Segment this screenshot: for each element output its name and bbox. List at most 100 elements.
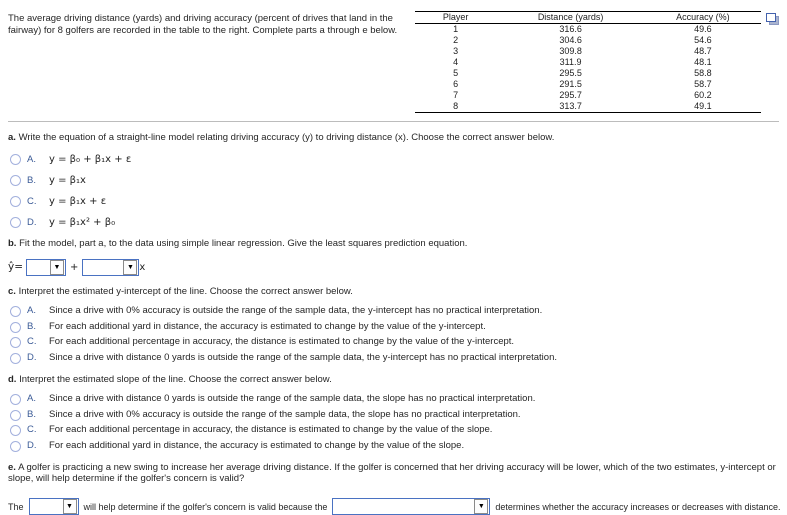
reason-choice-dropdown[interactable]: ▼: [332, 498, 490, 515]
radio-button[interactable]: [10, 425, 21, 436]
dropdown-arrow-icon[interactable]: ▼: [474, 499, 488, 514]
part-a-option-A[interactable]: A. y = β₀ + β₁x + ε: [10, 154, 779, 165]
part-label: a.: [8, 132, 16, 143]
divider: [8, 121, 779, 122]
option-letter: B.: [27, 409, 44, 420]
option-letter: A.: [27, 154, 44, 165]
col-header-player: Player: [415, 12, 496, 24]
dropdown-arrow-icon[interactable]: ▼: [63, 499, 77, 514]
prompt-text: Interpret the estimated y-intercept of t…: [19, 286, 353, 297]
copy-data-icon[interactable]: [766, 13, 779, 25]
cell-distance: 304.6: [496, 35, 644, 46]
cell-distance: 309.8: [496, 46, 644, 57]
cell-player: 8: [415, 101, 496, 113]
part-a-option-B[interactable]: B. y = β₁x: [10, 175, 779, 186]
part-c-option-D[interactable]: D. Since a drive with distance 0 yards i…: [10, 352, 779, 364]
cell-accuracy: 48.7: [645, 46, 761, 57]
option-text: y = β₁x: [49, 175, 86, 186]
cell-accuracy: 49.6: [645, 24, 761, 36]
part-a-option-C[interactable]: C. y = β₁x + ε: [10, 196, 779, 207]
radio-button[interactable]: [10, 441, 21, 452]
radio-button[interactable]: [10, 322, 21, 333]
cell-player: 4: [415, 57, 496, 68]
yhat-equals-label: ŷ=: [8, 261, 23, 273]
option-text: y = β₁x² + β₀: [49, 217, 115, 228]
part-c-prompt: c. Interpret the estimated y-intercept o…: [8, 286, 779, 298]
part-d-option-B[interactable]: B. Since a drive with 0% accuracy is out…: [10, 409, 779, 421]
part-d-option-D[interactable]: D. For each additional yard in distance,…: [10, 440, 779, 452]
option-letter: C.: [27, 424, 44, 435]
radio-button[interactable]: [10, 337, 21, 348]
radio-button[interactable]: [10, 196, 21, 207]
problem-header: The average driving distance (yards) and…: [8, 5, 779, 113]
option-letter: C.: [27, 196, 44, 207]
option-text: Since a drive with 0% accuracy is outsid…: [49, 305, 542, 316]
part-d-section: d. Interpret the estimated slope of the …: [8, 374, 779, 452]
part-e-section: e. A golfer is practicing a new swing to…: [8, 462, 779, 515]
radio-button[interactable]: [10, 306, 21, 317]
cell-accuracy: 49.1: [645, 101, 761, 113]
cell-player: 5: [415, 68, 496, 79]
part-c-option-B[interactable]: B. For each additional yard in distance,…: [10, 321, 779, 333]
part-label: e.: [8, 462, 16, 473]
dropdown-arrow-icon[interactable]: ▼: [123, 260, 137, 275]
part-d-option-A[interactable]: A. Since a drive with distance 0 yards i…: [10, 393, 779, 405]
option-letter: D.: [27, 217, 44, 228]
part-c-section: c. Interpret the estimated y-intercept o…: [8, 286, 779, 364]
col-header-accuracy: Accuracy (%): [645, 12, 761, 24]
cell-player: 1: [415, 24, 496, 36]
problem-statement: The average driving distance (yards) and…: [8, 5, 410, 37]
cell-player: 6: [415, 79, 496, 90]
prediction-equation-row: ŷ= ▼ + ▼ x: [8, 259, 779, 276]
cell-distance: 316.6: [496, 24, 644, 36]
option-text: For each additional yard in distance, th…: [49, 440, 464, 451]
option-text: Since a drive with distance 0 yards is o…: [49, 393, 535, 404]
option-letter: B.: [27, 175, 44, 186]
part-a-option-D[interactable]: D. y = β₁x² + β₀: [10, 217, 779, 228]
cell-distance: 295.7: [496, 90, 644, 101]
cell-distance: 291.5: [496, 79, 644, 90]
part-c-option-C[interactable]: C. For each additional percentage in acc…: [10, 336, 779, 348]
part-e-prompt: e. A golfer is practicing a new swing to…: [8, 462, 779, 486]
radio-button[interactable]: [10, 154, 21, 165]
intercept-dropdown[interactable]: ▼: [26, 259, 66, 276]
radio-button[interactable]: [10, 353, 21, 364]
part-c-option-A[interactable]: A. Since a drive with 0% accuracy is out…: [10, 305, 779, 317]
radio-button[interactable]: [10, 410, 21, 421]
option-text: For each additional yard in distance, th…: [49, 321, 486, 332]
part-b-section: b. Fit the model, part a, to the data us…: [8, 238, 779, 276]
radio-button[interactable]: [10, 394, 21, 405]
option-letter: A.: [27, 305, 44, 316]
x-variable-label: x: [139, 262, 145, 273]
option-letter: A.: [27, 393, 44, 404]
cell-accuracy: 60.2: [645, 90, 761, 101]
part-b-prompt: b. Fit the model, part a, to the data us…: [8, 238, 779, 250]
estimate-choice-dropdown[interactable]: ▼: [29, 498, 79, 515]
dropdown-arrow-icon[interactable]: ▼: [50, 260, 64, 275]
option-text: Since a drive with 0% accuracy is outsid…: [49, 409, 521, 420]
option-letter: D.: [27, 352, 44, 363]
slope-dropdown[interactable]: ▼: [82, 259, 139, 276]
radio-button[interactable]: [10, 175, 21, 186]
cell-accuracy: 48.1: [645, 57, 761, 68]
part-d-option-C[interactable]: C. For each additional percentage in acc…: [10, 424, 779, 436]
option-letter: C.: [27, 336, 44, 347]
part-a-prompt: a. Write the equation of a straight-line…: [8, 132, 779, 144]
plus-sign: +: [70, 262, 78, 273]
part-label: b.: [8, 238, 16, 249]
radio-button[interactable]: [10, 217, 21, 228]
table-header-row: Player Distance (yards) Accuracy (%): [415, 12, 761, 24]
prompt-text: A golfer is practicing a new swing to in…: [8, 462, 776, 485]
prompt-text: Interpret the estimated slope of the lin…: [19, 374, 332, 385]
part-d-prompt: d. Interpret the estimated slope of the …: [8, 374, 779, 386]
cell-accuracy: 54.6: [645, 35, 761, 46]
cell-accuracy: 58.7: [645, 79, 761, 90]
